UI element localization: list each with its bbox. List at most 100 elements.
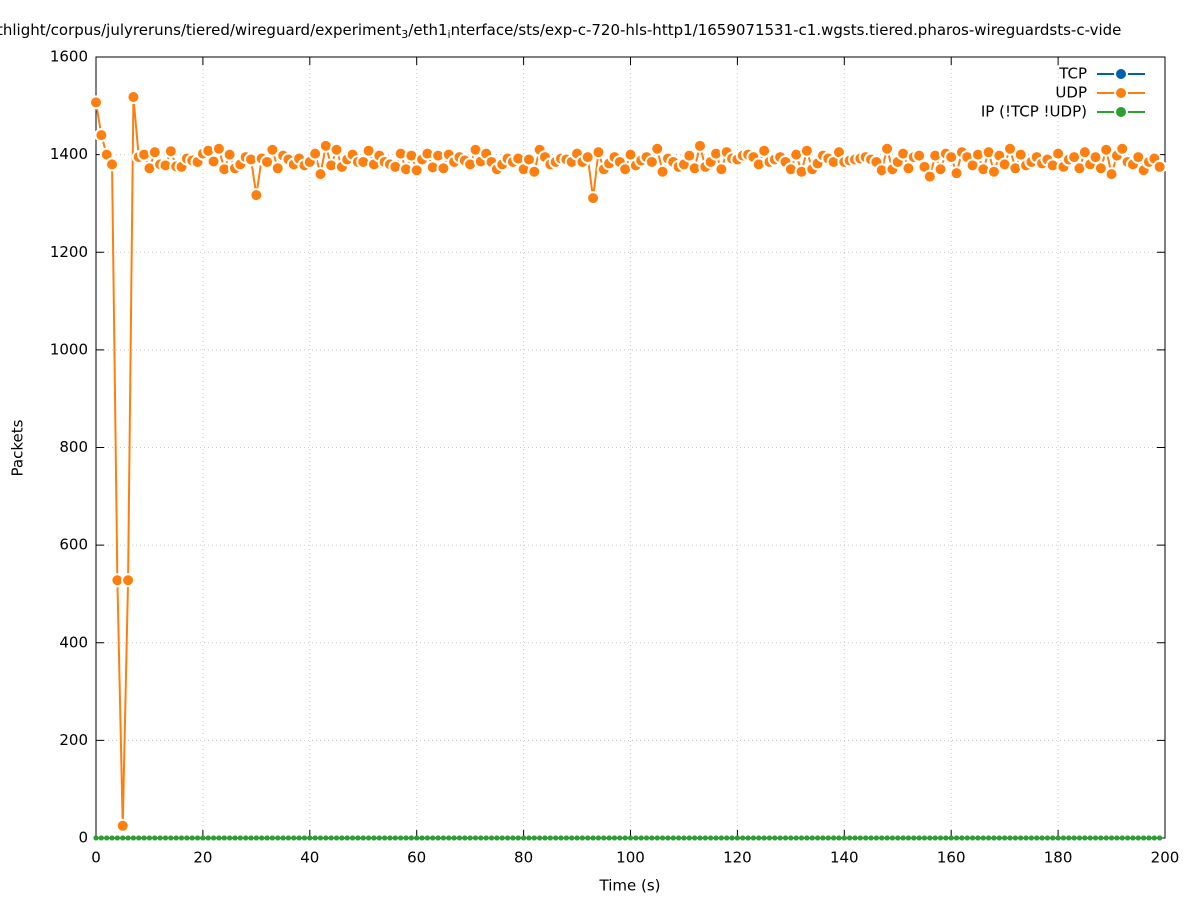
data-point — [863, 835, 869, 841]
data-point — [121, 573, 136, 588]
data-point — [911, 835, 917, 841]
data-point — [574, 835, 580, 841]
data-point — [382, 835, 388, 841]
data-point — [697, 835, 703, 841]
data-point — [387, 835, 393, 841]
x-tick-label: 200 — [1151, 849, 1180, 867]
data-point — [804, 835, 810, 841]
data-point — [970, 835, 976, 841]
data-point — [991, 835, 997, 841]
data-point — [260, 154, 275, 169]
data-point — [750, 835, 756, 841]
data-point — [94, 128, 109, 143]
y-tick-label: 600 — [59, 536, 88, 554]
data-point — [360, 835, 366, 841]
data-point — [334, 835, 340, 841]
data-point — [505, 835, 511, 841]
data-point — [114, 835, 120, 841]
data-point — [141, 835, 147, 841]
data-point — [329, 142, 344, 157]
x-tick-label: 40 — [300, 849, 319, 867]
legend-marker — [1114, 105, 1128, 119]
data-point — [146, 835, 152, 841]
data-point — [682, 148, 697, 163]
data-point — [793, 835, 799, 841]
data-point — [681, 835, 687, 841]
data-point — [515, 835, 521, 841]
data-point — [986, 164, 1001, 179]
data-point — [403, 835, 409, 841]
data-point — [89, 95, 103, 110]
data-point — [1066, 835, 1072, 841]
data-point — [954, 835, 960, 841]
data-point — [595, 835, 601, 841]
data-point — [328, 835, 334, 841]
data-point — [606, 835, 612, 841]
data-point — [558, 835, 564, 841]
data-point — [901, 161, 916, 176]
data-point — [799, 143, 814, 158]
data-point — [1071, 835, 1077, 841]
data-point — [125, 835, 131, 841]
data-point — [130, 835, 136, 841]
data-point — [179, 835, 185, 841]
data-point — [553, 835, 559, 841]
x-tick-label: 140 — [830, 849, 859, 867]
data-point — [927, 835, 933, 841]
data-point — [1039, 835, 1045, 841]
data-point — [1130, 835, 1136, 841]
data-point — [905, 835, 911, 841]
data-point — [376, 835, 382, 841]
data-point — [964, 835, 970, 841]
data-point — [644, 154, 659, 169]
data-point — [168, 835, 174, 841]
data-point — [1044, 835, 1050, 841]
data-point — [880, 141, 895, 156]
data-point — [275, 835, 281, 841]
data-point — [312, 835, 318, 841]
data-point — [879, 835, 885, 841]
data-point — [676, 835, 682, 841]
title-part: 3 — [401, 28, 408, 41]
data-point — [221, 835, 227, 841]
legend-label: IP (!TCP !UDP) — [981, 103, 1087, 121]
data-point — [350, 835, 356, 841]
legend-label: UDP — [1055, 84, 1087, 102]
title-part: thlight/corpus/julyreruns/tiered/wiregua… — [0, 21, 401, 39]
data-point — [611, 835, 617, 841]
data-point — [590, 835, 596, 841]
data-point — [1115, 141, 1130, 156]
data-point — [211, 835, 217, 841]
data-point — [895, 835, 901, 841]
data-point — [1157, 835, 1163, 841]
data-point — [729, 835, 735, 841]
data-point — [916, 835, 922, 841]
x-tick-label: 120 — [723, 849, 752, 867]
data-point — [232, 835, 238, 841]
data-point — [569, 835, 575, 841]
data-point — [921, 835, 927, 841]
data-point — [686, 835, 692, 841]
y-tick-label: 400 — [59, 633, 88, 651]
data-point — [195, 835, 201, 841]
y-tick-label: 1400 — [50, 145, 88, 163]
y-tick-label: 1000 — [50, 340, 88, 358]
data-point — [317, 835, 323, 841]
data-point — [301, 835, 307, 841]
data-point — [1093, 835, 1099, 841]
data-point — [975, 835, 981, 841]
data-point — [227, 835, 233, 841]
data-point — [692, 835, 698, 841]
data-point — [757, 143, 772, 158]
data-point — [1012, 835, 1018, 841]
data-point — [1023, 835, 1029, 841]
data-point — [1082, 835, 1088, 841]
data-point — [527, 164, 542, 179]
data-point — [1104, 167, 1119, 182]
data-point — [206, 154, 221, 169]
data-point — [126, 90, 141, 105]
data-point — [371, 835, 377, 841]
data-point — [815, 835, 821, 841]
data-point — [922, 169, 937, 184]
data-point — [237, 835, 243, 841]
